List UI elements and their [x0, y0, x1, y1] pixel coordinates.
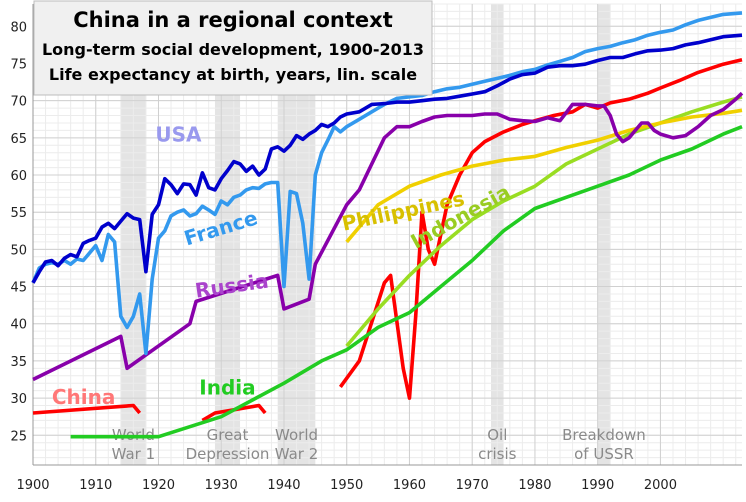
- event-label: War 2: [275, 445, 319, 463]
- series-label-india: India: [199, 375, 255, 399]
- x-tick-label: 1990: [581, 478, 614, 493]
- x-axis: 1900 1910 1920 1930 1940 1950 1960 1970 1980 1990…: [16, 478, 677, 493]
- event-label: Great: [207, 426, 249, 444]
- y-tick-label: 50: [10, 243, 27, 258]
- x-tick-label: 1950: [330, 478, 363, 493]
- x-tick-label: 2000: [644, 478, 677, 493]
- y-tick-label: 30: [10, 392, 27, 407]
- event-label: Oil: [487, 426, 507, 444]
- x-tick-label: 1940: [267, 478, 300, 493]
- event-label: Depression: [186, 445, 270, 463]
- y-tick-label: 40: [10, 318, 27, 333]
- series-line-china: [338, 58, 743, 400]
- chart-subtitle-2: Life expectancy at birth, years, lin. sc…: [49, 65, 417, 84]
- series-label-china: China: [52, 385, 116, 409]
- event-label: War 1: [112, 445, 156, 463]
- chart-title: China in a regional context: [73, 8, 393, 32]
- title-background: [33, 0, 433, 96]
- series-line-france: [31, 11, 743, 356]
- series-lines: [31, 11, 744, 439]
- event-label: crisis: [478, 445, 517, 463]
- x-tick-label: 1930: [205, 478, 238, 493]
- y-tick-label: 70: [10, 95, 27, 110]
- series-line-indonesia: [345, 95, 743, 348]
- x-tick-label: 1920: [142, 478, 175, 493]
- y-tick-label: 80: [10, 20, 27, 35]
- x-tick-label: 1900: [16, 478, 49, 493]
- y-tick-label: 55: [10, 206, 27, 221]
- series-line-philippines: [345, 108, 743, 244]
- x-tick-label: 1960: [393, 478, 426, 493]
- y-tick-label: 45: [10, 281, 27, 296]
- y-tick-label: 35: [10, 355, 27, 370]
- event-label: of USSR: [574, 445, 634, 463]
- event-label: World: [275, 426, 318, 444]
- title-box: China in a regional context Long-term so…: [33, 0, 433, 96]
- series-line-china: [32, 403, 142, 415]
- series-line-india: [70, 125, 743, 439]
- y-tick-label: 60: [10, 169, 27, 184]
- x-tick-label: 1910: [79, 478, 112, 493]
- y-tick-label: 25: [10, 429, 27, 444]
- series-label-usa: USA: [155, 123, 202, 147]
- y-tick-label: 65: [10, 132, 27, 147]
- series-line-russia: [32, 91, 744, 382]
- event-label: Breakdown: [562, 426, 646, 444]
- x-tick-label: 1970: [456, 478, 489, 493]
- series-line-usa: [31, 33, 743, 284]
- y-tick-label: 75: [10, 57, 27, 72]
- chart-subtitle: Long-term social development, 1900-2013: [42, 40, 424, 59]
- x-tick-label: 1980: [518, 478, 551, 493]
- y-axis: 25 30 35 40 45 50 55 60 65 70 75 80: [10, 20, 27, 444]
